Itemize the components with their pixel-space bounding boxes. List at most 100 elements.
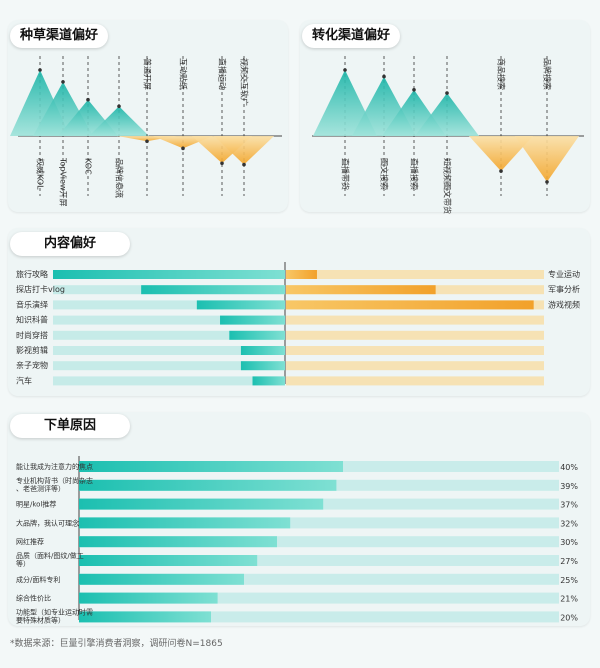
convert-up-label: 图文搜索 <box>380 158 390 190</box>
content-left-bar <box>252 376 285 386</box>
reason-value: 20% <box>560 613 578 622</box>
convert-down-label: 品牌搜索 <box>543 58 553 90</box>
content-left-label: 汽车 <box>16 375 32 385</box>
seed-valley-dot <box>220 161 224 166</box>
content-left-bg <box>53 376 285 386</box>
seed-valley-dot <box>181 146 185 151</box>
content-left-bg <box>53 300 285 310</box>
seed-down-label: 视频交互软广 <box>240 58 250 106</box>
reason-label: 综合性价比 <box>16 594 51 603</box>
content-left-bar <box>53 270 285 279</box>
content-left-label: 音乐演绎 <box>16 299 48 309</box>
convert-peak-dot <box>445 91 449 95</box>
convert-peak <box>415 93 479 136</box>
reason-bg <box>79 573 559 585</box>
content-right-label: 军事分析 <box>548 284 580 294</box>
reason-label: 专业机构背书（时尚杂志 <box>16 476 93 485</box>
reason-bar <box>79 461 343 472</box>
reason-label-cont: 、老爸测评等） <box>16 484 65 493</box>
content-left-label: 影视剪辑 <box>16 345 48 355</box>
seed-valley-dot <box>145 139 149 144</box>
seed-up-label: KOC <box>84 158 93 175</box>
reason-value: 37% <box>560 501 578 510</box>
reason-bg <box>79 517 559 529</box>
content-left-label: 亲子宠物 <box>16 360 48 370</box>
seed-title: 种草渠道偏好 <box>10 24 108 48</box>
convert-up-label: 短视频图文带货 <box>443 158 453 214</box>
content-left-bar <box>196 300 285 310</box>
seed-valley-dot <box>242 162 246 167</box>
content-left-bg <box>53 315 285 325</box>
reason-bg <box>79 536 559 548</box>
seed-peak-dot <box>86 97 90 102</box>
content-left-label: 时尚穿搭 <box>16 330 48 340</box>
content-right-bar <box>286 300 534 310</box>
reason-bar <box>79 592 218 604</box>
seed-up-label: 品牌信息流 <box>115 158 125 198</box>
seed-valley <box>214 136 274 165</box>
seed-up-label: 权威KOL <box>36 158 46 190</box>
convert-valley <box>515 136 579 182</box>
reason-label: 明星/kol推荐 <box>16 500 56 509</box>
convert-peak-dot <box>343 68 347 72</box>
reason-value: 40% <box>560 463 578 472</box>
seed-peak-dot <box>61 80 65 84</box>
content-right-bg <box>286 330 544 340</box>
convert-valley-dot <box>499 169 503 173</box>
seed-up-label: TopView开屏 <box>59 157 68 206</box>
content-left-bg <box>53 361 285 371</box>
reason-bar <box>79 479 337 491</box>
content-right-label: 专业运动 <box>548 269 580 279</box>
seed-down-label: 普通开屏 <box>143 58 153 90</box>
convert-up-label: 直播搜索 <box>410 158 420 190</box>
reason-label: 功能型（如专业运动时需 <box>16 607 93 616</box>
content-left-bar <box>240 346 285 355</box>
reason-value: 32% <box>560 519 578 528</box>
reason-title: 下单原因 <box>10 414 130 438</box>
reason-label: 大品牌，我认可理念 <box>16 518 79 527</box>
seed-peak-dot <box>38 68 42 72</box>
reason-label: 能让我成为注意力的焦点 <box>16 462 93 471</box>
reason-bar <box>79 536 277 548</box>
reason-bar <box>79 555 258 566</box>
convert-down-label: 商品搜索 <box>497 58 507 90</box>
content-right-label: 游戏视频 <box>548 299 580 309</box>
reason-bg <box>79 592 559 604</box>
convert-peak-dot <box>412 88 416 92</box>
reason-bg <box>79 611 559 623</box>
content-left-bar <box>220 315 285 325</box>
convert-valley-dot <box>545 180 549 184</box>
reason-bg <box>79 555 559 566</box>
reason-bar <box>79 573 244 585</box>
content-right-bar <box>286 270 317 279</box>
seed-peak-dot <box>117 104 121 109</box>
content-right-bg <box>286 361 544 371</box>
reason-label: 网红推荐 <box>16 537 44 546</box>
convert-up-label: 直播带货 <box>341 158 351 190</box>
convert-peak-dot <box>382 74 386 79</box>
reason-value: 27% <box>560 557 578 566</box>
reason-label: 品质（面料/图纹/做工 <box>16 551 84 560</box>
convert-title: 转化渠道偏好 <box>302 24 400 48</box>
reason-value: 30% <box>560 538 578 547</box>
content-left-bar <box>240 361 285 371</box>
reason-label-cont: 等） <box>16 559 30 568</box>
content-right-bar <box>286 285 436 295</box>
reason-label: 成分/面料专利 <box>16 575 60 584</box>
seed-down-label: 互动贴纸 <box>179 58 189 90</box>
reason-value: 39% <box>560 482 578 491</box>
reason-bar <box>79 517 291 529</box>
reason-value: 21% <box>560 595 578 604</box>
reason-value: 25% <box>560 576 578 585</box>
reason-bar <box>79 611 211 623</box>
content-right-bg <box>286 346 544 355</box>
content-title: 内容偏好 <box>10 232 130 256</box>
convert-valley <box>469 136 533 172</box>
seed-down-label: 直播运动 <box>218 58 228 90</box>
content-left-label: 知识科普 <box>16 315 48 325</box>
content-left-bar <box>141 285 285 295</box>
seed-peak <box>89 106 149 136</box>
content-left-bg <box>53 330 285 340</box>
content-left-bar <box>229 330 285 340</box>
